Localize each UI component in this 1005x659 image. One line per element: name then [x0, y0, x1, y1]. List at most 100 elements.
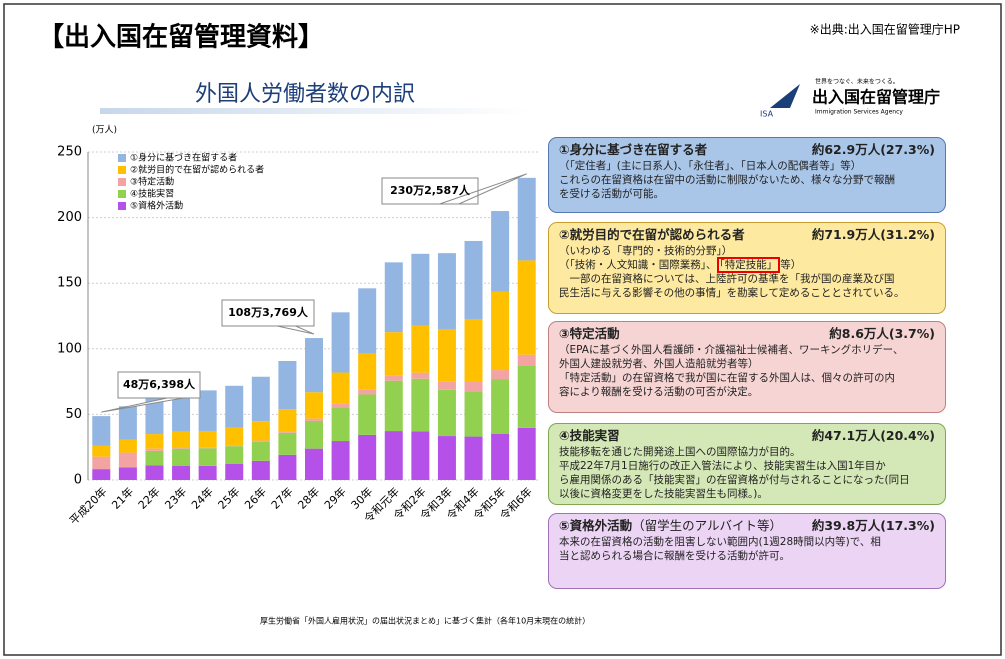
info-box: ⑤資格外活動（留学生のアルバイト等） 約39.8万人(17.3%) 本来の在留資格の…	[548, 513, 946, 589]
info-box: ①身分に基づき在留する者 約62.9万人(27.3%) （「定住者」(主に日系人)、…	[548, 137, 946, 213]
bar-segment	[305, 392, 323, 419]
box-title-wrap: ⑤資格外活動（留学生のアルバイト等）	[559, 519, 782, 533]
x-tick-label: 23年	[162, 484, 190, 512]
box-title: ②就労目的で在留が認められる者	[559, 227, 745, 242]
x-tick-label: 26年	[241, 484, 269, 512]
bar-segment	[331, 403, 350, 408]
y-tick-label: 250	[57, 145, 82, 160]
bar-segment	[517, 365, 536, 428]
bar-segment	[92, 416, 111, 446]
box-title: ④技能実習	[559, 428, 620, 443]
x-tick-label: 22年	[135, 484, 163, 512]
bar-segment	[198, 465, 217, 480]
bar-segment	[305, 338, 323, 393]
bar-segment	[92, 456, 111, 470]
bar-segment	[411, 253, 430, 326]
box-line: 本来の在留資格の活動を阻害しない範囲内(1週28時間以内等)で、相	[559, 536, 881, 548]
legend-swatch	[118, 166, 126, 174]
bar-segment	[278, 409, 297, 432]
logo-english: Immigration Services Agency	[815, 109, 903, 116]
legend-label: ①身分に基づき在留する者	[130, 152, 237, 164]
bar-segment	[251, 376, 270, 422]
box-line-part: 「特定技能」	[716, 257, 781, 273]
bar-segment	[464, 319, 483, 382]
callout-text: 230万2,587人	[390, 183, 471, 197]
box-line: ら雇用関係のある「技能実習」の在留資格が付与されることになった(同日	[559, 474, 910, 486]
bar-segment	[517, 260, 536, 355]
box-line: を受ける活動が可能。	[559, 188, 664, 200]
bar-segment	[305, 420, 323, 449]
legend-label: ②就労目的で在留が認められる者	[130, 164, 264, 176]
y-tick-label: 0	[74, 473, 82, 488]
legend-label: ③特定活動	[130, 176, 174, 188]
box-line: （いわゆる「専門的・技術的分野」）	[559, 245, 733, 257]
bar-segment	[278, 432, 297, 455]
box-line: （「技術・人文知識・国際業務」、 「特定技能」 等）	[559, 257, 935, 273]
x-tick-label: 28年	[295, 484, 323, 512]
bar-segment	[278, 431, 297, 433]
box-header: ②就労目的で在留が認められる者 約71.9万人(31.2%)	[559, 228, 935, 242]
bar-segment	[225, 427, 244, 446]
bar-segment	[517, 354, 536, 366]
bar-segment	[491, 370, 510, 380]
y-tick-label: 100	[57, 341, 82, 356]
box-line: これらの在留資格は在留中の活動に制限がないため、様々な分野で報酬	[559, 174, 895, 186]
bar-segment	[198, 448, 217, 466]
bar-segment	[437, 381, 456, 390]
y-unit: (万人)	[92, 125, 117, 136]
footnote: 厚生労働省「外国人雇用状況」の届出状況まとめ」に基づく集計（各年10月末現在の統…	[260, 616, 590, 626]
bar-segment	[411, 378, 430, 432]
legend-swatch	[118, 202, 126, 210]
box-header: ①身分に基づき在留する者 約62.9万人(27.3%)	[559, 143, 935, 157]
bar-segment	[384, 262, 403, 333]
bar-segment	[225, 445, 244, 447]
box-title-wrap: ③特定活動	[559, 327, 620, 341]
bar-segment	[172, 465, 191, 480]
box-subtitle: （留学生のアルバイト等）	[632, 518, 782, 533]
box-title-wrap: ①身分に基づき在留する者	[559, 143, 707, 157]
box-amount: 約71.9万人(31.2%)	[811, 227, 935, 242]
bar-segment	[437, 253, 456, 330]
bar-segment	[464, 381, 483, 392]
logo-tagline: 世界をつなぐ、未来をつくる。	[815, 78, 899, 86]
bar-segment	[331, 312, 350, 373]
bar-segment	[145, 448, 164, 451]
bar-segment	[251, 460, 270, 480]
bar-segment	[331, 441, 350, 480]
bar-segment	[225, 385, 244, 428]
legend-label: ⑤資格外活動	[130, 200, 183, 212]
y-tick-label: 150	[57, 276, 82, 291]
bar-segment	[491, 433, 510, 480]
bar-segment	[198, 447, 217, 449]
box-title: ①身分に基づき在留する者	[559, 142, 708, 157]
box-amount: 約39.8万人(17.3%)	[811, 518, 935, 533]
legend-swatch	[118, 154, 126, 162]
box-line: 平成22年7月1日施行の改正入管法により、技能実習生は入国1年目か	[559, 460, 886, 472]
bar-segment	[172, 390, 191, 432]
x-tick-label: 24年	[188, 484, 216, 512]
bar-segment	[384, 380, 403, 432]
box-title-wrap: ④技能実習	[559, 429, 620, 443]
bar-segment	[464, 436, 483, 480]
box-amount: 約47.1万人(20.4%)	[811, 428, 935, 443]
box-line: 当と認められる場合に報酬を受ける活動が許可。	[559, 550, 790, 562]
info-box: ④技能実習 約47.1万人(20.4%) 技能移転を通じた開発途上国への国際協力が目…	[548, 423, 946, 505]
x-tick-label: 21年	[109, 484, 137, 512]
bar-segment	[358, 434, 377, 480]
bar-segment	[278, 454, 297, 480]
bar-segment	[411, 431, 430, 480]
bar-segment	[198, 430, 217, 448]
box-line: （「定住者」(主に日系人)、「永住者」、「日本人の配偶者等」等）	[559, 160, 862, 172]
bar-segment	[358, 389, 377, 395]
box-line: 外国人建設就労者、外国人造船就労者等）	[559, 358, 759, 370]
logo-name: 出入国在留管理庁	[812, 88, 940, 107]
box-line-part: （「技術・人文知識・国際業務」、	[559, 259, 717, 271]
legend-label: ④技能実習	[130, 188, 174, 200]
info-box: ②就労目的で在留が認められる者 約71.9万人(31.2%) （いわゆる「専門的・技…	[548, 222, 946, 314]
box-amount: 約8.6万人(3.7%)	[829, 326, 935, 341]
box-title-wrap: ②就労目的で在留が認められる者	[559, 228, 745, 242]
callout-text: 108万3,769人	[228, 305, 309, 319]
bar-segment	[384, 332, 403, 376]
bar-segment	[437, 436, 456, 480]
bar-segment	[92, 469, 111, 480]
